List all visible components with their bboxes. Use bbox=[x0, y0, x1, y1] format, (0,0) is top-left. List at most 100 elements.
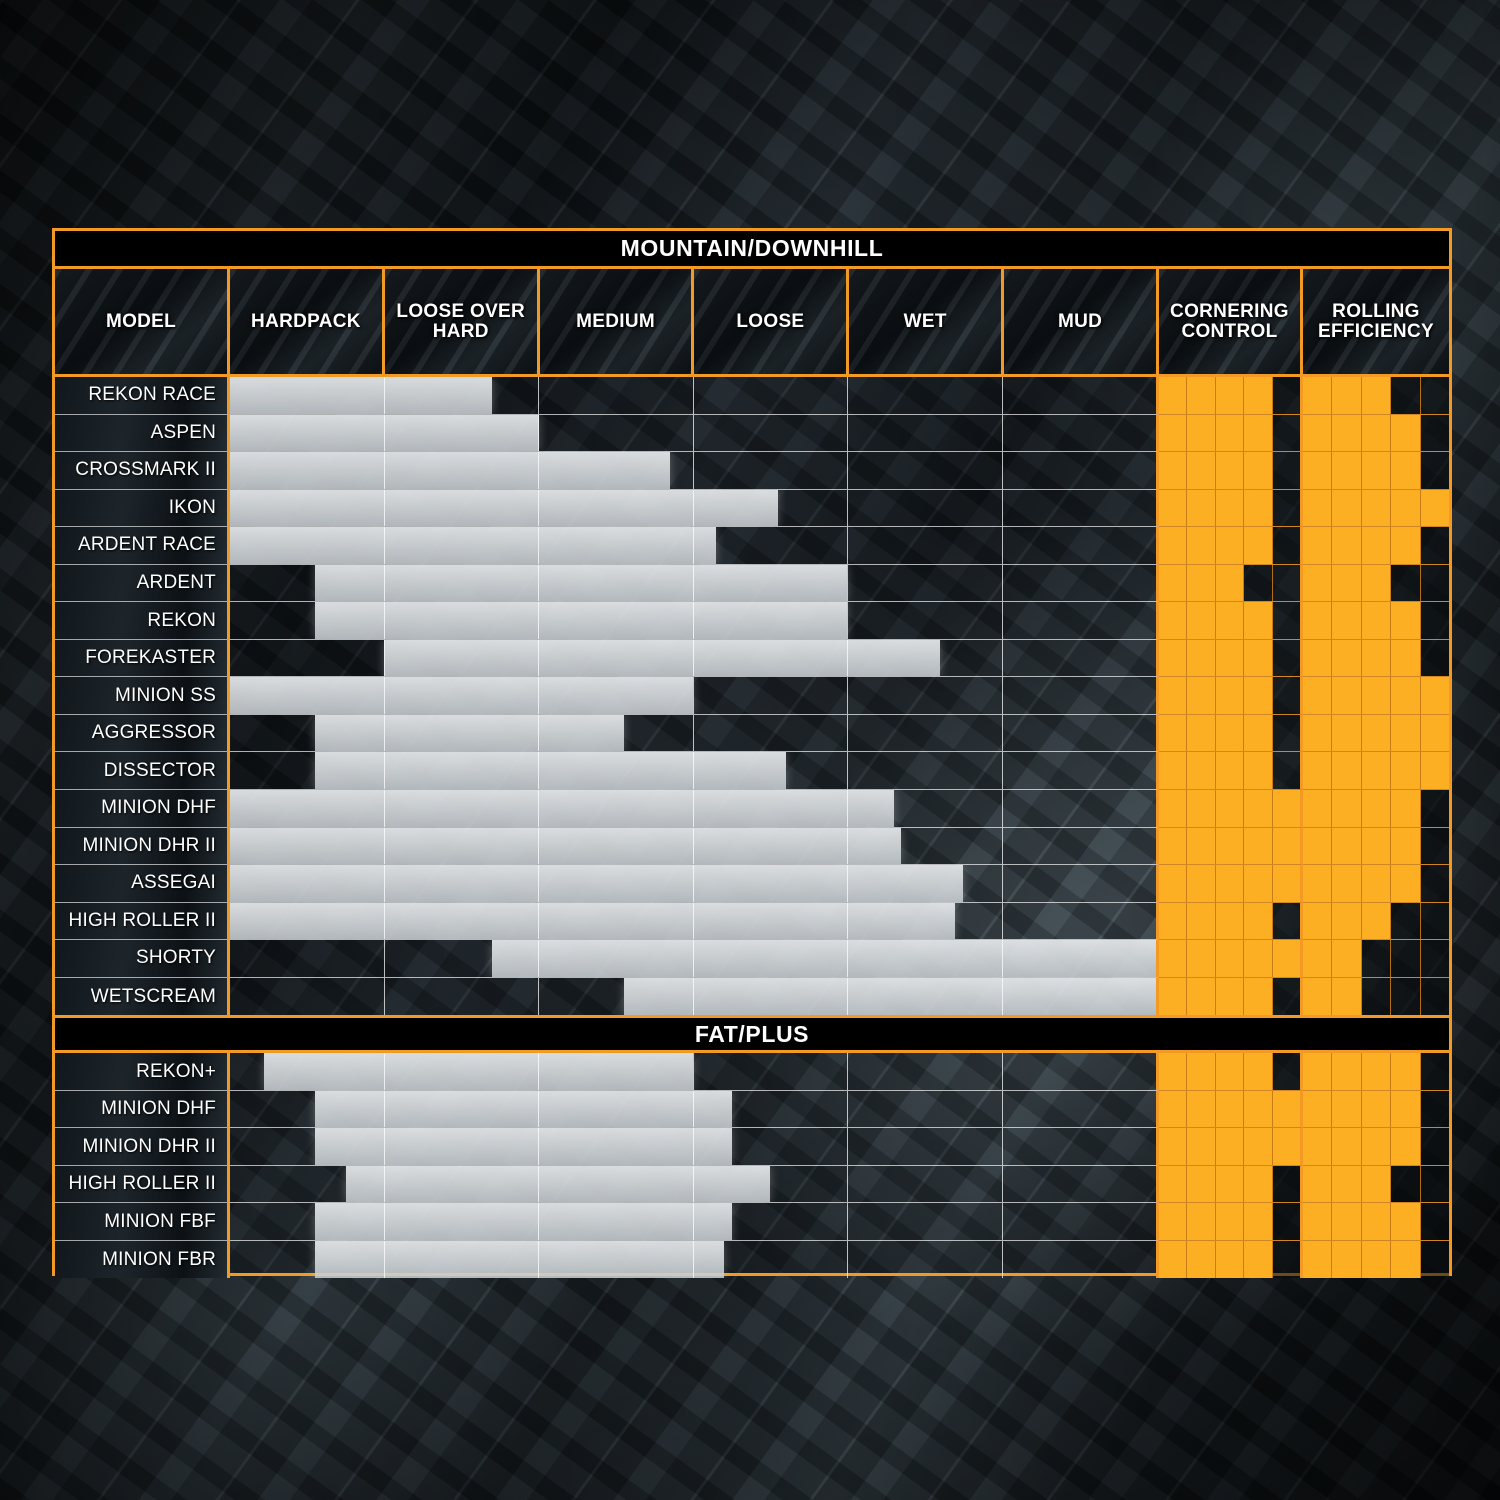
rating-block bbox=[1361, 902, 1392, 940]
rating-block bbox=[1391, 1090, 1421, 1128]
rating-block bbox=[1332, 902, 1362, 940]
rating-block bbox=[1303, 1240, 1333, 1279]
rating-block bbox=[1244, 827, 1273, 865]
rating-block bbox=[1303, 377, 1333, 414]
rating-block bbox=[1244, 489, 1273, 527]
rating-block bbox=[1421, 978, 1449, 1016]
rating-block bbox=[1273, 752, 1300, 789]
rating-block bbox=[1159, 527, 1188, 564]
rating-block bbox=[1244, 377, 1273, 414]
rating-block bbox=[1273, 903, 1300, 940]
rating-block bbox=[1187, 677, 1216, 714]
rating-block bbox=[1303, 752, 1333, 790]
rolling-efficiency-rating bbox=[1303, 602, 1449, 640]
rating-block bbox=[1272, 1128, 1301, 1165]
rating-block bbox=[1332, 639, 1362, 677]
rating-block bbox=[1303, 489, 1333, 527]
rating-block bbox=[1303, 1203, 1333, 1240]
rating-block bbox=[1215, 564, 1245, 602]
rolling-efficiency-rating bbox=[1303, 489, 1450, 528]
table-row: ARDENT bbox=[55, 564, 1449, 603]
cornering-control-rating bbox=[1159, 377, 1303, 415]
table-row: MINION SS bbox=[55, 677, 1450, 715]
rating-block bbox=[1421, 1053, 1449, 1090]
rating-block bbox=[1244, 1053, 1273, 1090]
rating-block bbox=[1215, 827, 1245, 865]
rating-block bbox=[1273, 1166, 1300, 1203]
terrain-range-cell bbox=[230, 1128, 1159, 1166]
rolling-efficiency-rating bbox=[1303, 1090, 1449, 1129]
terrain-range-cell bbox=[230, 790, 1159, 828]
rolling-efficiency-rating bbox=[1303, 452, 1449, 490]
rating-block bbox=[1332, 977, 1362, 1016]
model-name-cell: ARDENT RACE bbox=[55, 527, 230, 565]
rating-block bbox=[1332, 1240, 1362, 1279]
rolling-efficiency-rating bbox=[1303, 790, 1449, 828]
rating-block bbox=[1303, 414, 1333, 452]
rating-block bbox=[1332, 827, 1362, 865]
rating-block bbox=[1244, 940, 1273, 977]
rating-block bbox=[1391, 564, 1421, 602]
rating-block bbox=[1332, 940, 1362, 977]
rating-block bbox=[1303, 1128, 1333, 1165]
model-name-cell: REKON RACE bbox=[55, 377, 230, 415]
rating-block bbox=[1391, 452, 1421, 489]
model-name-cell: MINION FBF bbox=[55, 1203, 230, 1241]
rating-block bbox=[1361, 1128, 1392, 1165]
rating-block bbox=[1421, 1203, 1449, 1240]
rating-block bbox=[1215, 677, 1245, 714]
rolling-efficiency-rating bbox=[1303, 564, 1449, 603]
rating-block bbox=[1391, 414, 1421, 452]
rating-block bbox=[1273, 1053, 1300, 1090]
column-header-rolling-efficiency: ROLLING EFFICIENCY bbox=[1302, 269, 1449, 374]
rating-block bbox=[1421, 940, 1449, 977]
rating-block bbox=[1215, 1053, 1245, 1090]
rating-block bbox=[1303, 714, 1333, 752]
rating-block bbox=[1361, 452, 1392, 489]
model-name-cell: MINION SS bbox=[55, 677, 230, 715]
table-row: REKON RACE bbox=[55, 377, 1449, 415]
rolling-efficiency-rating bbox=[1303, 940, 1449, 978]
rating-block bbox=[1303, 1090, 1333, 1128]
table-row: DISSECTOR bbox=[55, 752, 1450, 791]
rating-block bbox=[1273, 490, 1300, 527]
rating-block bbox=[1215, 452, 1245, 489]
rating-block bbox=[1159, 1165, 1188, 1203]
column-header-cornering-control: CORNERING CONTROL bbox=[1158, 269, 1303, 374]
rating-block bbox=[1159, 1128, 1188, 1165]
column-header-loose: LOOSE bbox=[694, 269, 850, 374]
table-header-row: MODEL HARDPACK LOOSE OVER HARD MEDIUM LO… bbox=[55, 269, 1449, 377]
rating-block bbox=[1215, 752, 1245, 790]
rating-block bbox=[1244, 1240, 1273, 1279]
rating-block bbox=[1187, 414, 1216, 452]
rating-block bbox=[1303, 564, 1333, 602]
rating-block bbox=[1303, 827, 1333, 865]
terrain-gridlines bbox=[230, 677, 1156, 714]
rating-block bbox=[1159, 1240, 1188, 1279]
column-header-medium: MEDIUM bbox=[539, 269, 695, 374]
rating-block bbox=[1391, 902, 1421, 940]
mountain-downhill-rows: REKON RACE ASPEN CROSSMARK II IKON ARDENT RA… bbox=[55, 377, 1450, 1016]
rating-block bbox=[1391, 1165, 1421, 1203]
rating-block bbox=[1215, 902, 1245, 940]
rating-block bbox=[1215, 714, 1245, 752]
rolling-efficiency-rating bbox=[1303, 1128, 1449, 1166]
rating-block bbox=[1273, 527, 1300, 564]
rating-block bbox=[1187, 714, 1216, 752]
rating-block bbox=[1244, 602, 1273, 639]
rating-block bbox=[1332, 752, 1362, 790]
rating-block bbox=[1273, 640, 1300, 677]
rating-block bbox=[1362, 940, 1392, 977]
rating-block bbox=[1215, 489, 1245, 527]
rating-block bbox=[1273, 565, 1300, 602]
rating-block bbox=[1187, 1128, 1216, 1165]
rating-block bbox=[1332, 790, 1362, 827]
cornering-control-rating bbox=[1159, 902, 1303, 941]
rating-block bbox=[1244, 1090, 1273, 1128]
rating-block bbox=[1391, 377, 1421, 414]
rating-block bbox=[1332, 1165, 1362, 1203]
rating-block bbox=[1187, 790, 1216, 827]
terrain-range-cell bbox=[230, 677, 1159, 715]
rating-block bbox=[1332, 602, 1362, 639]
terrain-gridlines bbox=[230, 1128, 1156, 1165]
